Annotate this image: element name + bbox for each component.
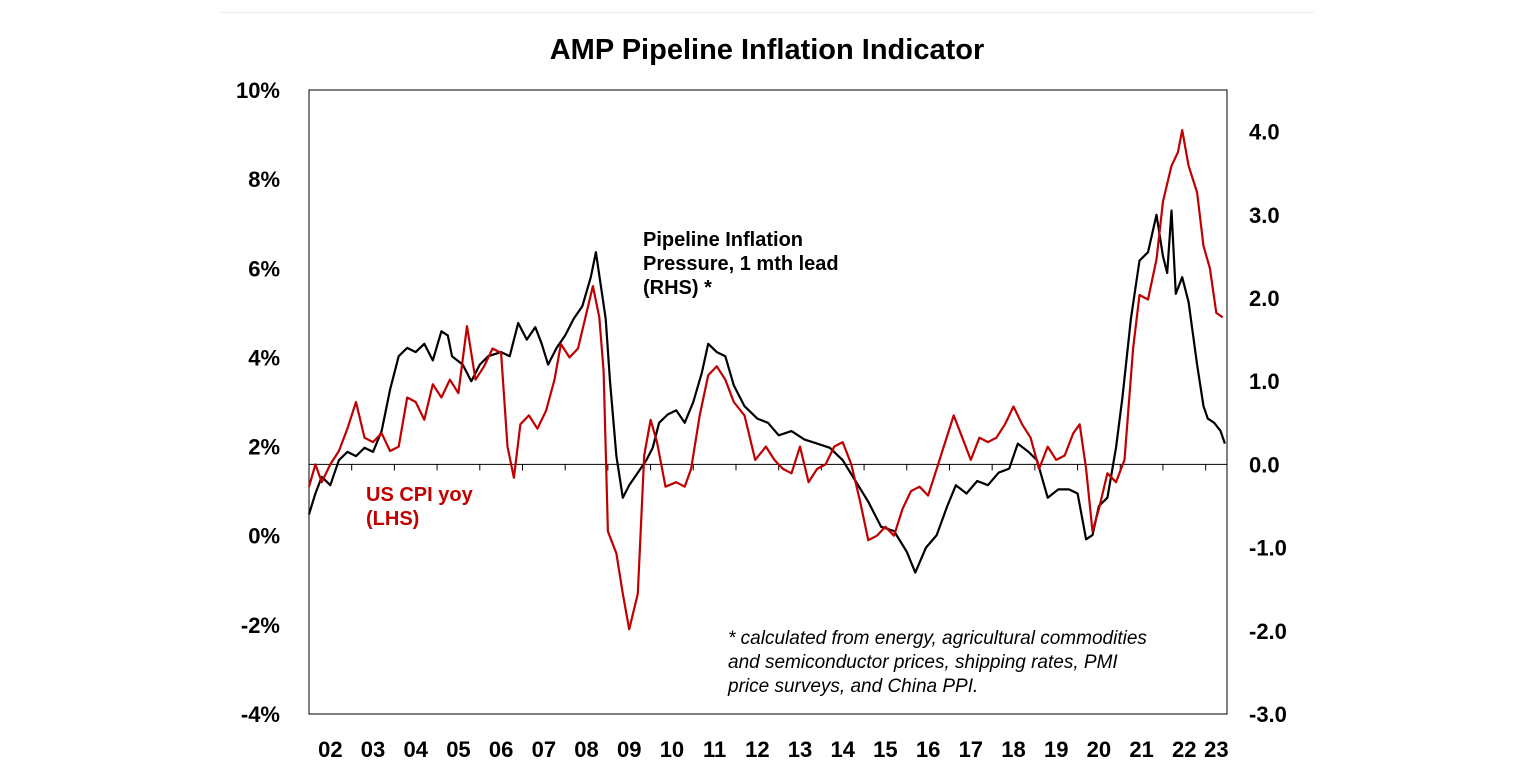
left-tick-label: -2% — [241, 613, 280, 638]
left-tick-label: 0% — [248, 524, 280, 549]
right-tick-label: 3.0 — [1249, 203, 1280, 228]
x-tick-label: 13 — [788, 737, 812, 762]
left-tick-label: 2% — [248, 435, 280, 460]
x-tick-label: 02 — [318, 737, 342, 762]
x-tick-label: 23 — [1204, 737, 1228, 762]
right-tick-label: 4.0 — [1249, 120, 1280, 145]
x-tick-label: 22 — [1172, 737, 1196, 762]
cpi-series-label: US CPI yoy (LHS) — [366, 484, 474, 530]
cpi-label-line-2: (LHS) — [366, 508, 419, 530]
footnote-line-2: and semiconductor prices, shipping rates… — [728, 652, 1118, 673]
x-tick-label: 19 — [1044, 737, 1068, 762]
x-axis: 02 03 04 05 06 07 08 09 10 11 12 13 14 15 16 17 18 19 20 21… — [318, 464, 1229, 762]
series-lines — [307, 129, 1226, 631]
right-tick-label: 1.0 — [1249, 369, 1280, 394]
left-tick-label: -4% — [241, 702, 280, 727]
plot-area — [308, 89, 1228, 715]
chart-container: AMP Pipeline Inflation Indicator -4% -2% 0… — [220, 12, 1314, 773]
x-tick-label: 09 — [617, 737, 641, 762]
x-tick-label: 06 — [489, 737, 513, 762]
x-tick-label: 21 — [1129, 737, 1153, 762]
us-cpi-line — [307, 129, 1224, 631]
pipeline-inflation-line — [307, 209, 1226, 574]
x-tick-label: 17 — [959, 737, 983, 762]
x-tick-label: 10 — [660, 737, 684, 762]
footnote-line-3: price surveys, and China PPI. — [727, 676, 978, 697]
pipeline-series-label: Pipeline Inflation Pressure, 1 mth lead … — [643, 229, 839, 299]
x-tick-label: 12 — [745, 737, 769, 762]
x-tick-label: 16 — [916, 737, 940, 762]
left-tick-label: 8% — [248, 167, 280, 192]
right-tick-label: -2.0 — [1249, 619, 1287, 644]
right-tick-label: -3.0 — [1249, 702, 1287, 727]
x-tick-label: 08 — [574, 737, 598, 762]
x-tick-label: 11 — [703, 737, 726, 762]
x-tick-label: 15 — [873, 737, 897, 762]
right-tick-label: -1.0 — [1249, 536, 1287, 561]
x-tick-label: 20 — [1087, 737, 1111, 762]
x-tick-label: 04 — [404, 737, 429, 762]
x-tick-label: 07 — [532, 737, 556, 762]
left-tick-label: 10% — [236, 78, 280, 103]
x-tick-label: 03 — [361, 737, 385, 762]
chart-svg: AMP Pipeline Inflation Indicator -4% -2% 0… — [236, 34, 1287, 762]
footnote-annotation: * calculated from energy, agricultural c… — [727, 628, 1147, 697]
left-axis: -4% -2% 0% 2% 4% 6% 8% 10% — [236, 78, 280, 727]
cpi-label-line-1: US CPI yoy — [366, 484, 474, 506]
right-tick-label: 2.0 — [1249, 286, 1280, 311]
footnote-line-1: * calculated from energy, agricultural c… — [728, 628, 1147, 649]
right-tick-label: 0.0 — [1249, 452, 1280, 477]
pipeline-label-line-3: (RHS) * — [643, 277, 712, 299]
pipeline-label-line-2: Pressure, 1 mth lead — [643, 253, 839, 275]
left-tick-label: 4% — [248, 345, 280, 370]
x-tick-label: 18 — [1001, 737, 1025, 762]
pipeline-label-line-1: Pipeline Inflation — [643, 229, 803, 251]
chart-title: AMP Pipeline Inflation Indicator — [550, 34, 985, 66]
right-axis: -3.0 -2.0 -1.0 0.0 1.0 2.0 3.0 4.0 — [1249, 120, 1287, 727]
x-tick-label: 05 — [446, 737, 470, 762]
left-tick-label: 6% — [248, 256, 280, 281]
x-tick-label: 14 — [830, 737, 855, 762]
